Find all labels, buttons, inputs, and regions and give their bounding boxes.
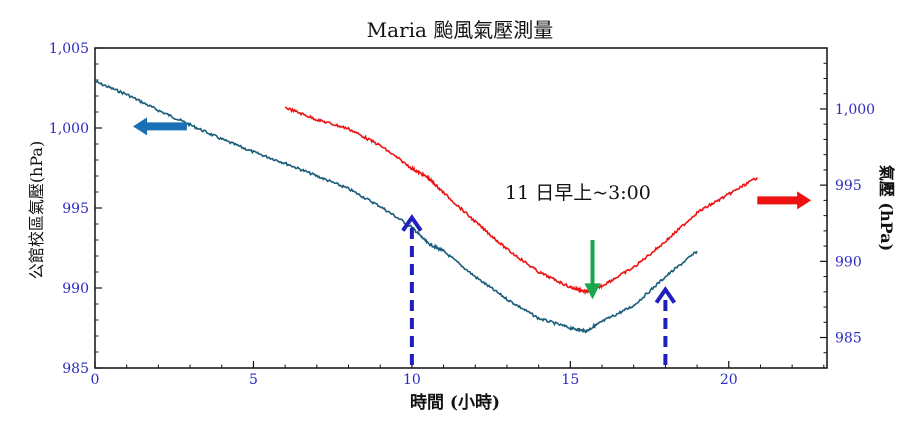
series-layer xyxy=(94,80,758,334)
dashed-arrow-10h-head xyxy=(401,214,423,232)
series-line-right xyxy=(284,106,758,296)
y-right-tick-label: 990 xyxy=(835,254,862,270)
right-y-axis: 985 990 995 1,000 xyxy=(820,62,875,354)
y-right-tick-label: 985 xyxy=(835,331,862,347)
dashed-arrow-18h-head xyxy=(654,286,677,304)
x-tick-label: 20 xyxy=(720,372,738,388)
annotation-label: 11 日早上~3:00 xyxy=(505,182,651,204)
left-axis-arrow xyxy=(133,117,187,136)
x-tick-label: 0 xyxy=(91,372,100,388)
right-axis-arrow xyxy=(757,191,812,210)
x-axis-label: 時間 (小時) xyxy=(410,392,500,413)
x-axis: 0 5 10 15 20 xyxy=(91,361,825,388)
x-tick-label: 15 xyxy=(561,372,579,388)
arrow-layer xyxy=(133,117,812,365)
y-right-tick-label: 1,000 xyxy=(835,102,875,118)
y-right-tick-label: 995 xyxy=(835,178,862,194)
y-left-tick-label: 995 xyxy=(62,201,89,217)
y-left-tick-label: 985 xyxy=(62,361,89,377)
y-left-tick-label: 1,005 xyxy=(49,41,89,57)
x-tick-label: 5 xyxy=(249,372,258,388)
right-y-axis-label: 氣壓 (hPa) xyxy=(877,165,896,251)
y-left-tick-label: 1,000 xyxy=(49,121,89,137)
chart-title: Maria 颱風氣壓測量 xyxy=(367,18,554,42)
left-y-axis-label: 公館校區氣壓(hPa) xyxy=(27,141,46,279)
green-arrow-3am-head xyxy=(584,283,601,300)
y-left-tick-label: 990 xyxy=(62,281,89,297)
x-tick-label: 10 xyxy=(403,372,421,388)
left-y-axis: 985 990 995 1,000 1,005 xyxy=(49,41,102,377)
series-line-left xyxy=(94,80,698,334)
